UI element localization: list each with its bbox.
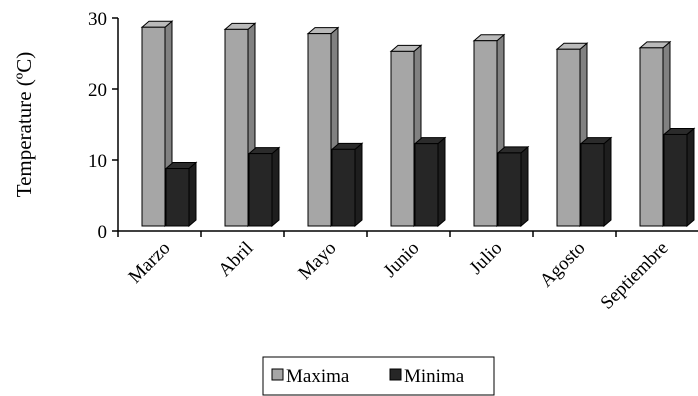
bar-minima-agosto — [579, 136, 613, 228]
x-tick-label-junio: Junio — [380, 238, 424, 282]
bar-minima-junio-side — [437, 136, 446, 228]
bar-minima-junio-front — [414, 143, 439, 227]
bar-maxima-junio-front — [390, 50, 415, 227]
bar-minima-marzo-front — [165, 168, 190, 227]
bar-minima-marzo-side — [188, 161, 197, 228]
bar-maxima-mayo-front — [307, 33, 332, 227]
bar-minima-agosto-side — [603, 136, 612, 228]
bar-maxima-julio-front — [473, 40, 498, 227]
bar-minima-mayo-front — [331, 148, 356, 227]
x-tick-label-abril: Abril — [214, 238, 257, 281]
y-tick-label-20: 20 — [88, 80, 107, 101]
bar-minima-mayo — [330, 142, 364, 228]
x-tick-label-marzo: Marzo — [125, 238, 175, 288]
legend: Maxima Minima — [262, 356, 495, 396]
y-axis-title: Temperature (ºC) — [12, 52, 36, 198]
bar-minima-junio — [413, 136, 447, 228]
bar-minima-septiembre-front — [663, 133, 688, 227]
bar-minima-julio-side — [520, 145, 529, 228]
legend-swatch-minima — [389, 368, 402, 381]
legend-box — [262, 356, 495, 396]
x-tick-label-mayo: Mayo — [294, 238, 340, 284]
bar-maxima-septiembre-front — [639, 47, 664, 227]
x-tick-label-septiembre: Septiembre — [596, 238, 672, 314]
x-tick-label-julio: Julio — [466, 238, 507, 279]
bars-layer — [140, 20, 696, 228]
bar-minima-mayo-side — [354, 142, 363, 228]
bar-minima-abril-side — [271, 146, 280, 228]
bar-minima-septiembre-side — [686, 127, 695, 228]
bar-maxima-marzo-front — [141, 26, 166, 227]
y-tick-label-30: 30 — [88, 9, 107, 30]
bar-maxima-agosto-front — [556, 48, 581, 227]
bar-minima-julio-front — [497, 152, 522, 227]
y-tick-label-0: 0 — [98, 222, 108, 243]
bar-minima-abril-front — [248, 153, 273, 227]
bar-minima-abril — [247, 146, 281, 228]
legend-swatch-maxima — [271, 368, 284, 381]
bar-minima-agosto-front — [580, 143, 605, 227]
x-tick-label-agosto: Agosto — [536, 238, 590, 292]
y-tick-label-10: 10 — [88, 151, 107, 172]
axes-layer — [112, 17, 698, 237]
bar-minima-julio — [496, 145, 530, 228]
bar-maxima-abril-front — [224, 28, 249, 227]
legend-label-maxima: Maxima — [286, 366, 350, 387]
bar-maxima-junio — [389, 44, 423, 228]
legend-label-minima: Minima — [404, 366, 465, 387]
bar-minima-marzo — [164, 161, 198, 228]
bar-minima-septiembre — [662, 127, 696, 228]
